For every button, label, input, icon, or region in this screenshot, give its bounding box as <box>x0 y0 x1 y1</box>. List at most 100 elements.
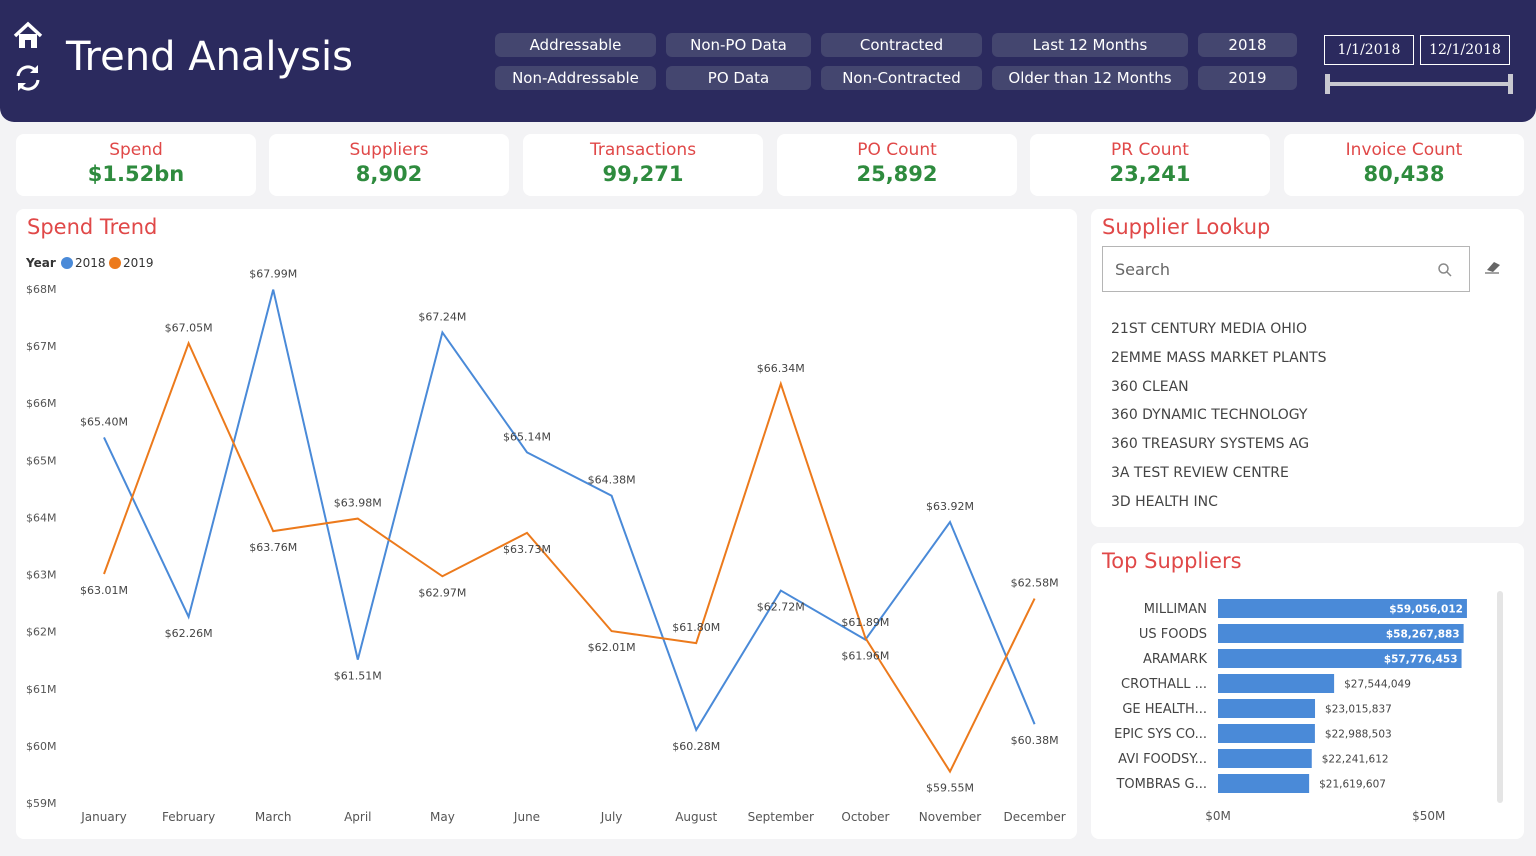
filter-2019-button[interactable]: 2019 <box>1198 66 1297 90</box>
slider-end-handle[interactable] <box>1508 74 1513 94</box>
x-axis: $0M $50M <box>1205 809 1445 823</box>
end-date-input[interactable]: 12/1/2018 <box>1420 35 1510 65</box>
data-label: $61.51M <box>334 670 382 683</box>
y-tick-label: $59M <box>26 797 57 810</box>
filter-po-data-button[interactable]: PO Data <box>666 66 811 90</box>
x-tick-label: September <box>748 810 814 824</box>
spend-trend-chart: Year 2018 2019 $59M $60M $61M $62M $63M $64M $65… <box>25 256 1066 824</box>
panel-title: Supplier Lookup <box>1102 215 1271 239</box>
refresh-icon[interactable] <box>12 62 44 94</box>
legend-marker <box>61 257 73 269</box>
kpi-spend: Spend $1.52bn <box>16 134 256 196</box>
start-date-input[interactable]: 1/1/2018 <box>1324 35 1414 65</box>
x-tick-label: February <box>162 810 215 824</box>
data-label: $62.58M <box>1011 577 1059 590</box>
page-title: Trend Analysis <box>66 34 353 80</box>
data-label: $63.98M <box>334 497 382 510</box>
bar-category-label: GE HEALTH... <box>1122 702 1207 717</box>
y-tick-label: $67M <box>26 340 57 353</box>
scrollbar[interactable] <box>1497 591 1503 803</box>
bar-value-label: $57,776,453 <box>1384 654 1458 666</box>
bar[interactable] <box>1218 649 1462 668</box>
series-line-2018[interactable] <box>103 289 1036 733</box>
x-tick-label: December <box>1003 810 1065 824</box>
series-line-2019[interactable] <box>103 340 1036 774</box>
search-icon[interactable] <box>1437 262 1453 278</box>
bar-category-label: US FOODS <box>1139 627 1207 642</box>
supplier-list-item[interactable]: 360 CLEAN <box>1111 378 1189 395</box>
top-suppliers-panel: Top Suppliers MILLIMAN $59,056,012 US FOOD… <box>1091 543 1524 839</box>
x-tick-label: June <box>513 810 540 824</box>
kpi-label: Suppliers <box>349 140 429 160</box>
search-input[interactable]: Search <box>1102 246 1470 292</box>
supplier-list-item[interactable]: 3D HEALTH INC <box>1111 493 1218 510</box>
filter-non-contracted-button[interactable]: Non-Contracted <box>821 66 982 90</box>
data-label: $67.24M <box>418 310 466 323</box>
panel-title: Top Suppliers <box>1102 549 1242 573</box>
y-tick-label: $63M <box>26 569 57 582</box>
filter-contracted-button[interactable]: Contracted <box>821 33 982 57</box>
slider-start-handle[interactable] <box>1325 74 1330 94</box>
x-tick-label: April <box>344 810 371 824</box>
data-label: $63.73M <box>503 543 551 556</box>
bar[interactable] <box>1218 774 1310 793</box>
y-tick-label: $62M <box>26 626 57 639</box>
data-label: $64.38M <box>588 474 636 487</box>
data-label: $67.05M <box>165 321 213 334</box>
supplier-list-item[interactable]: 3A TEST REVIEW CENTRE <box>1111 464 1289 481</box>
x-tick-label: $50M <box>1412 809 1445 823</box>
supplier-lookup-panel: Supplier Lookup Search 21ST CENTURY MEDI… <box>1091 209 1524 527</box>
y-tick-label: $61M <box>26 683 57 696</box>
x-tick-label: May <box>430 810 455 824</box>
x-tick-label: March <box>255 810 292 824</box>
data-label: $65.14M <box>503 430 551 443</box>
data-label: $62.01M <box>588 641 636 654</box>
bar[interactable] <box>1218 674 1335 693</box>
bar-category-label: TOMBRAS G... <box>1115 777 1207 792</box>
bar[interactable] <box>1218 699 1316 718</box>
supplier-list-item[interactable]: 360 TREASURY SYSTEMS AG <box>1111 436 1310 453</box>
supplier-list-item[interactable]: 21ST CENTURY MEDIA OHIO <box>1111 321 1307 337</box>
data-label: $65.40M <box>80 415 128 428</box>
legend-label[interactable]: 2018 <box>75 256 106 270</box>
bar[interactable] <box>1218 624 1464 643</box>
y-tick-label: $60M <box>26 740 57 753</box>
data-label: $63.76M <box>249 541 297 554</box>
y-tick-label: $68M <box>26 283 57 296</box>
kpi-po-count: PO Count 25,892 <box>777 134 1017 196</box>
filter-non-po-button[interactable]: Non-PO Data <box>666 33 811 57</box>
bar-category-label: EPIC SYS CO... <box>1114 727 1207 742</box>
bar[interactable] <box>1218 749 1312 768</box>
bar[interactable] <box>1218 724 1315 743</box>
filter-non-addressable-button[interactable]: Non-Addressable <box>495 66 656 90</box>
filter-addressable-button[interactable]: Addressable <box>495 33 656 57</box>
home-icon[interactable] <box>12 20 44 52</box>
data-label: $61.89M <box>841 616 889 629</box>
y-axis: $59M $60M $61M $62M $63M $64M $65M $66M $67M $68M <box>26 283 57 810</box>
filter-last-12-months-button[interactable]: Last 12 Months <box>992 33 1188 57</box>
y-tick-label: $64M <box>26 511 57 524</box>
bar-value-label: $27,544,049 <box>1344 679 1411 691</box>
supplier-list-item[interactable]: 360 DYNAMIC TECHNOLOGY <box>1111 407 1308 424</box>
supplier-list-item[interactable]: 2EMME MASS MARKET PLANTS <box>1111 349 1327 366</box>
kpi-value: 8,902 <box>355 162 423 186</box>
eraser-icon[interactable] <box>1483 259 1503 275</box>
kpi-suppliers: Suppliers 8,902 <box>269 134 509 196</box>
legend-label[interactable]: 2019 <box>123 256 154 270</box>
date-range-slider[interactable] <box>1327 82 1511 86</box>
bar[interactable] <box>1218 599 1467 618</box>
panel-title: Spend Trend <box>27 215 158 239</box>
kpi-value: 23,241 <box>1109 162 1191 186</box>
chart-legend: Year 2018 2019 <box>25 256 154 270</box>
data-label: $60.28M <box>672 740 720 753</box>
kpi-label: Invoice Count <box>1345 140 1463 160</box>
data-label: $63.92M <box>926 500 974 513</box>
search-placeholder: Search <box>1115 260 1170 279</box>
kpi-value: $1.52bn <box>87 162 185 186</box>
data-labels: $65.40M $62.26M $67.99M $61.51M $67.24M $65.1… <box>80 268 1059 795</box>
filter-2018-button[interactable]: 2018 <box>1198 33 1297 57</box>
data-label: $63.01M <box>80 584 128 597</box>
data-label: $62.26M <box>165 627 213 640</box>
series-lines <box>103 289 1036 774</box>
filter-older-than-12-months-button[interactable]: Older than 12 Months <box>992 66 1188 90</box>
